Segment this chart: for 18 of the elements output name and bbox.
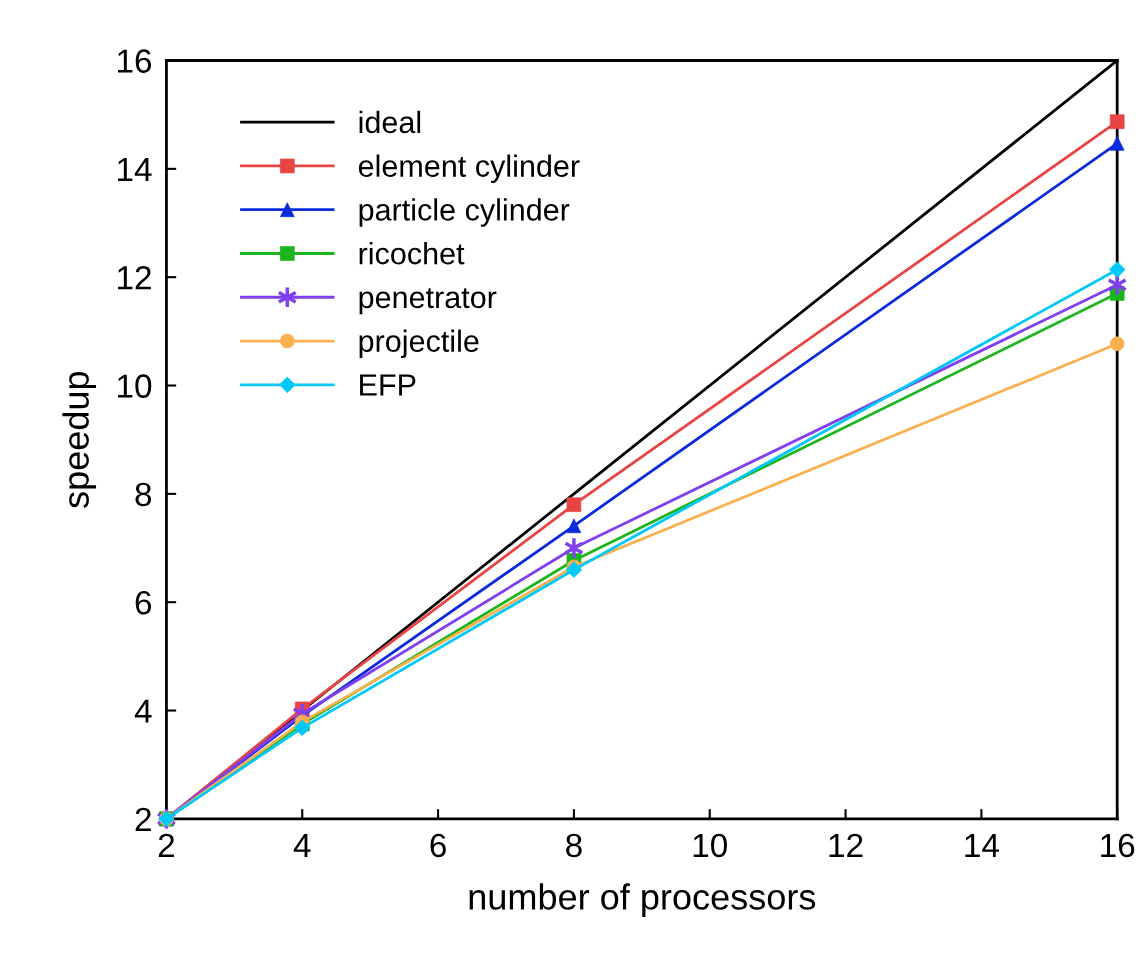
y-tick-label: 14: [118, 157, 152, 181]
y-tick-label: 6: [135, 590, 152, 615]
x-tick-label: 14: [965, 833, 999, 857]
x-tick-label: 6: [430, 833, 446, 858]
y-tick-label: 4: [134, 699, 152, 723]
y-tick-label: 12: [118, 265, 151, 290]
x-axis-title: number of processors: [469, 883, 816, 917]
x-tick-label: 12: [829, 833, 863, 857]
y-axis-title: speedup: [62, 371, 97, 508]
y-tick-label: 8: [135, 482, 152, 507]
x-tick-label: 16: [1101, 833, 1135, 858]
y-tick-label: 16: [118, 49, 152, 73]
x-tick-label: 4: [293, 833, 311, 857]
y-tick-label: 2: [135, 807, 151, 831]
x-tick-label: 2: [158, 833, 175, 857]
y-tick-label: 10: [118, 374, 152, 398]
x-tick-label: 10: [693, 833, 727, 858]
x-tick-label: 8: [566, 833, 582, 858]
